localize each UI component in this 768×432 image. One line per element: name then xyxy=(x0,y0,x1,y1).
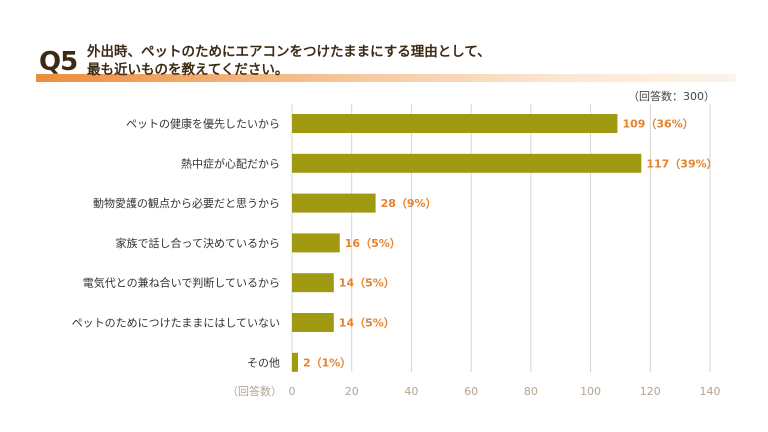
x-tick-label: 80 xyxy=(524,385,538,398)
category-label: 電気代との兼ね合いで判断しているから xyxy=(83,276,280,290)
value-label: 28（9%） xyxy=(381,197,437,210)
x-tick-label: 40 xyxy=(404,385,418,398)
question-title-line1: 外出時、ペットのためにエアコンをつけたままにする理由として、 xyxy=(87,44,491,60)
chart-header: Q5 外出時、ペットのためにエアコンをつけたままにする理由として、 最も近いもの… xyxy=(0,0,768,92)
bar xyxy=(292,313,334,332)
bar xyxy=(292,233,340,253)
question-number: Q5 xyxy=(39,47,78,77)
bar xyxy=(292,114,618,133)
value-labels: 109（36%） 117（39%） 28（9%） 16（5%） 14（5%） 14（5%）… xyxy=(303,118,718,370)
x-tick-label: 60 xyxy=(464,385,478,398)
value-label: 109（36%） xyxy=(622,118,693,131)
category-label: 家族で話し合って決めているから xyxy=(116,236,280,250)
value-label: 14（5%） xyxy=(339,317,395,330)
value-label: 14（5%） xyxy=(339,277,395,290)
value-label: 2（1%） xyxy=(303,356,351,369)
value-label: 117（39%） xyxy=(646,157,717,170)
category-label: ペットの健康を優先したいから xyxy=(126,117,280,131)
category-label: 動物愛護の観点から必要だと思うから xyxy=(93,196,280,210)
x-axis-ticks: 0 20 40 60 80 100 120 140 （回答数） xyxy=(227,384,721,398)
category-labels: ペットの健康を優先したいから熱中症が心配だから動物愛護の観点から必要だと思うから… xyxy=(72,117,280,370)
x-tick-label: 120 xyxy=(640,385,661,398)
question-title-line2: 最も近いものを教えてください。 xyxy=(87,62,289,78)
gridlines xyxy=(291,104,711,372)
value-label: 16（5%） xyxy=(345,237,401,250)
bars xyxy=(292,114,642,372)
category-label: ペットのためにつけたままにはしていない xyxy=(72,317,280,330)
x-tick-label: 0 xyxy=(289,385,296,398)
title-accent-band xyxy=(36,74,736,82)
category-label: 熱中症が心配だから xyxy=(181,156,280,170)
bar xyxy=(292,193,376,213)
bar xyxy=(292,273,334,293)
x-tick-label: 20 xyxy=(345,385,359,398)
x-axis-label: （回答数） xyxy=(227,384,282,398)
category-label: その他 xyxy=(247,356,280,369)
bar xyxy=(292,352,298,372)
x-tick-label: 140 xyxy=(700,385,721,398)
bar xyxy=(292,153,642,173)
x-tick-label: 100 xyxy=(580,385,601,398)
respondent-count-note: （回答数：300） xyxy=(628,90,715,103)
